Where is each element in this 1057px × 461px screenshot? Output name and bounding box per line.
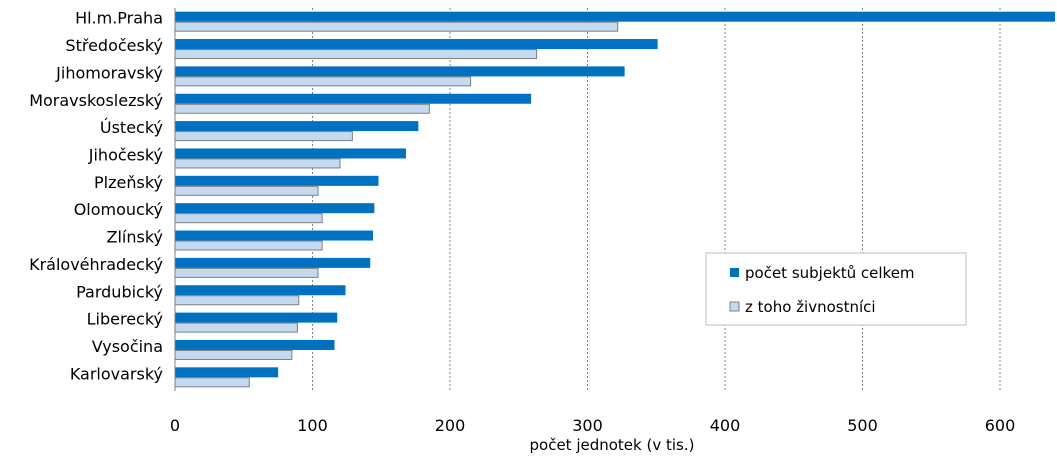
bar-zivnostnici (174, 49, 538, 60)
x-tick-label: 400 (710, 416, 741, 435)
x-tick-labels: 0 100 200 300 400 500 600 (170, 416, 1015, 435)
category-label: Pardubický (76, 282, 163, 301)
bar-celkem (175, 11, 1055, 22)
category-label: Vysočina (92, 337, 163, 356)
category-label: Zlínský (107, 228, 164, 247)
legend: počet subjektů celkem z toho živnostníci (705, 252, 967, 326)
category-label: Jihočeský (88, 145, 163, 164)
legend-label-celkem: počet subjektů celkem (745, 264, 915, 282)
bar-celkem (175, 257, 371, 268)
category-label: Liberecký (87, 310, 163, 329)
bar-zivnostnici (174, 267, 319, 278)
x-tick-label: 500 (847, 416, 878, 435)
x-tick-label: 0 (170, 416, 180, 435)
bar-zivnostnici (174, 240, 323, 251)
x-axis-label: počet jednotek (v tis.) (530, 436, 695, 454)
bar-celkem (175, 312, 338, 323)
bar-zivnostnici (174, 349, 293, 360)
x-tick-label: 600 (985, 416, 1016, 435)
bar-zivnostnici (174, 76, 472, 87)
category-label: Hl.m.Praha (75, 9, 163, 28)
bar-celkem (175, 148, 406, 159)
category-label: Olomoucký (74, 200, 163, 219)
bar-celkem (175, 230, 373, 241)
bar-celkem (175, 66, 625, 77)
bar-celkem (175, 339, 335, 350)
bar-celkem (175, 93, 532, 104)
bar-celkem (175, 39, 658, 50)
bar-zivnostnici (174, 377, 250, 388)
bar-zivnostnici (174, 103, 430, 114)
x-tick-label: 300 (572, 416, 603, 435)
category-label: Moravskoslezský (29, 91, 163, 110)
bar-zivnostnici (174, 295, 300, 306)
bars (174, 11, 1055, 388)
bar-zivnostnici (174, 185, 319, 196)
legend-label-zivnostnici: z toho živnostníci (745, 298, 876, 316)
category-label: Královéhradecký (29, 255, 163, 274)
legend-box (705, 252, 967, 326)
category-labels: Hl.m.Praha Středočeský Jihomoravský Moravsk… (29, 9, 163, 384)
bar-zivnostnici (174, 131, 353, 142)
bar-zivnostnici (174, 21, 619, 32)
legend-swatch-celkem (730, 268, 739, 277)
bar-celkem (175, 121, 419, 132)
category-label: Jihomoravský (55, 63, 163, 82)
x-tick-label: 100 (297, 416, 328, 435)
category-label: Středočeský (65, 36, 163, 55)
x-tick-label: 200 (435, 416, 466, 435)
category-label: Karlovarský (70, 364, 163, 383)
bar-zivnostnici (174, 213, 323, 224)
bar-celkem (175, 367, 279, 378)
bar-celkem (175, 203, 375, 214)
grid-lines (312, 8, 1001, 391)
category-label: Ústecký (100, 118, 163, 137)
category-label: Plzeňský (94, 173, 163, 192)
legend-swatch-zivnostnici (729, 301, 740, 312)
bar-zivnostnici (174, 158, 341, 169)
bar-celkem (175, 175, 379, 186)
bar-zivnostnici (174, 322, 298, 333)
bar-celkem (175, 285, 346, 296)
